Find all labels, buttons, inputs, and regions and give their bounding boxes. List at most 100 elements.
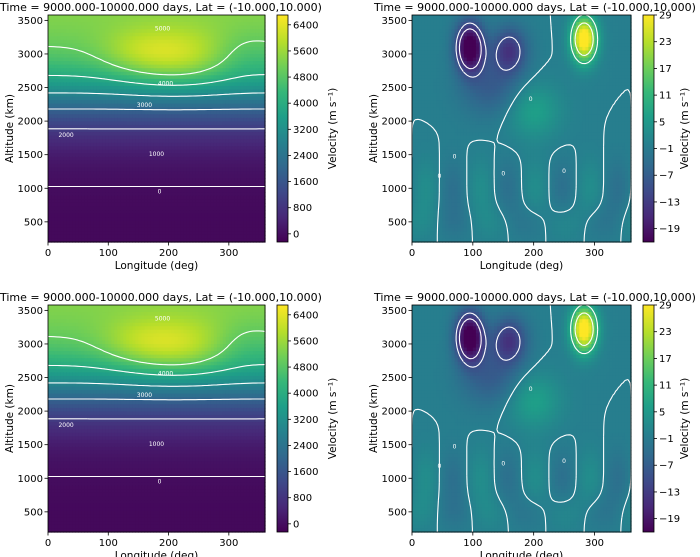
heatmap-cell <box>132 149 136 154</box>
heatmap-cell <box>156 57 161 62</box>
heatmap-cell <box>186 210 191 215</box>
heatmap-cell <box>201 171 206 176</box>
heatmap-cell <box>183 234 188 240</box>
heatmap-cell <box>180 82 185 87</box>
heatmap-cell <box>258 61 263 66</box>
heatmap-cell <box>144 32 149 37</box>
heatmap-cell <box>129 82 133 87</box>
heatmap-cell <box>180 61 185 66</box>
heatmap-cell <box>102 195 106 201</box>
colorbar-tick-label: 1600 <box>293 177 318 188</box>
heatmap-cell <box>246 100 251 105</box>
heatmap-cell <box>518 25 523 30</box>
heatmap-cell <box>165 174 170 179</box>
heatmap-cell <box>225 139 230 144</box>
heatmap-cell <box>174 46 179 52</box>
heatmap-cell <box>48 217 52 222</box>
heatmap-cell <box>135 75 140 80</box>
heatmap-cell <box>168 224 173 229</box>
heatmap-cell <box>144 217 149 222</box>
heatmap-cell <box>177 96 182 101</box>
heatmap-cell <box>165 132 170 137</box>
heatmap-cell <box>216 22 221 27</box>
heatmap-cell <box>201 220 206 225</box>
heatmap-cell <box>48 71 52 76</box>
heatmap-cell <box>90 220 94 225</box>
heatmap-cell <box>231 54 236 59</box>
heatmap-cell <box>249 85 254 91</box>
heatmap-cell <box>213 199 218 204</box>
heatmap-cell <box>198 234 203 240</box>
heatmap-cell <box>261 174 266 179</box>
heatmap-cell <box>168 57 173 62</box>
heatmap-cell <box>51 110 55 115</box>
heatmap-cell <box>189 181 194 186</box>
heatmap-cell <box>554 18 559 23</box>
heatmap-cell <box>147 32 152 37</box>
heatmap-cell <box>117 178 121 183</box>
heatmap-cell <box>57 110 61 115</box>
heatmap-cell <box>261 36 266 41</box>
heatmap-cell <box>96 117 100 123</box>
heatmap-cell <box>213 25 218 30</box>
heatmap-cell <box>117 206 121 211</box>
heatmap-cell <box>81 178 85 183</box>
heatmap-cell <box>261 50 266 55</box>
heatmap-cell <box>90 153 94 158</box>
heatmap-cell <box>69 146 73 151</box>
heatmap-cell <box>90 85 94 91</box>
heatmap-cell <box>63 36 67 41</box>
heatmap-cell <box>120 96 124 101</box>
heatmap-cell <box>93 167 97 172</box>
heatmap-cell <box>78 238 82 243</box>
heatmap-cell <box>141 160 146 165</box>
heatmap-cell <box>63 25 67 30</box>
heatmap-cell <box>141 146 146 151</box>
heatmap-cell <box>138 22 143 27</box>
heatmap-cell <box>117 50 121 55</box>
heatmap-cell <box>576 18 580 23</box>
heatmap-cell <box>69 89 73 94</box>
heatmap-cell <box>255 153 260 158</box>
heatmap-cell <box>168 110 173 115</box>
heatmap-cell <box>258 163 263 169</box>
heatmap-cell <box>201 22 206 27</box>
heatmap-cell <box>213 103 218 108</box>
heatmap-cell <box>189 93 194 98</box>
heatmap-cell <box>228 220 233 225</box>
heatmap-cell <box>84 142 88 147</box>
heatmap-cell <box>258 57 263 62</box>
heatmap-cell <box>168 29 173 34</box>
heatmap-cell <box>87 146 91 151</box>
heatmap-cell <box>51 114 55 119</box>
heatmap-cell <box>60 231 64 236</box>
heatmap-cell <box>195 68 200 73</box>
heatmap-cell <box>153 220 158 225</box>
heatmap-cell <box>147 121 152 126</box>
heatmap-cell <box>87 46 91 52</box>
heatmap-cell <box>213 202 218 208</box>
heatmap-cell <box>123 231 127 236</box>
heatmap-cell <box>114 181 118 186</box>
heatmap-cell <box>168 46 173 52</box>
heatmap-cell <box>153 135 158 140</box>
heatmap-cell <box>102 192 106 197</box>
heatmap-cell <box>141 181 146 186</box>
heatmap-cell <box>138 220 143 225</box>
heatmap-cell <box>114 142 118 147</box>
heatmap-cell <box>108 238 112 243</box>
heatmap-cell <box>171 202 176 208</box>
heatmap-cell <box>261 96 266 101</box>
colorbar-tick-label: 3200 <box>293 125 318 136</box>
heatmap-cell <box>63 78 67 83</box>
heatmap-cell <box>198 117 203 123</box>
heatmap-cell <box>258 132 263 137</box>
heatmap-cell <box>454 22 459 27</box>
heatmap-cell <box>234 29 239 34</box>
heatmap-cell <box>475 29 480 34</box>
heatmap-cell <box>93 43 97 48</box>
heatmap-cell <box>69 234 73 240</box>
heatmap-cell <box>51 217 55 222</box>
heatmap-cell <box>171 238 176 243</box>
heatmap-cell <box>222 61 227 66</box>
